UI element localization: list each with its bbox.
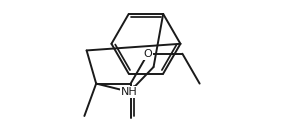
Text: NH: NH bbox=[121, 87, 138, 97]
Text: O: O bbox=[143, 49, 152, 59]
